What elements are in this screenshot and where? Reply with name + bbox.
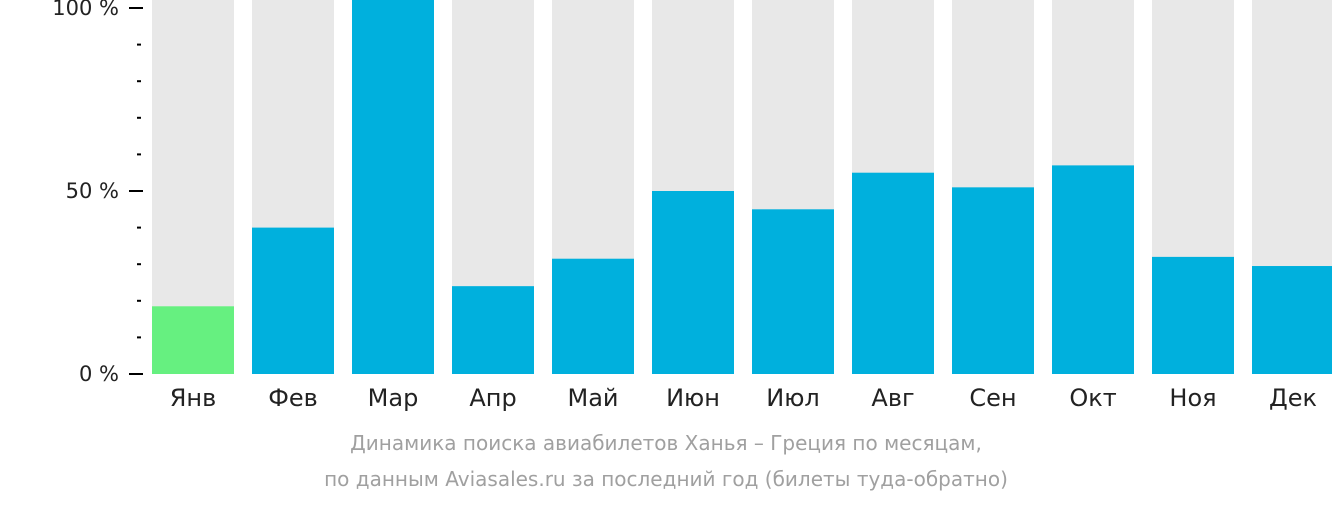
bar-5 xyxy=(552,258,634,374)
bar-7 xyxy=(752,209,834,374)
bar-10 xyxy=(1052,165,1134,374)
x-tick-label: Фев xyxy=(268,384,318,412)
x-tick-label: Дек xyxy=(1269,384,1317,412)
bar-4 xyxy=(452,286,534,374)
chart-caption-line2: по данным Aviasales.ru за последний год … xyxy=(324,467,1008,491)
x-tick-label: Янв xyxy=(170,384,217,412)
x-tick-label: Июн xyxy=(666,384,720,412)
x-tick-label: Сен xyxy=(969,384,1016,412)
bar-11 xyxy=(1152,256,1234,374)
x-tick-label: Мар xyxy=(368,384,419,412)
bar-2 xyxy=(252,227,334,374)
x-tick-label: Окт xyxy=(1069,384,1116,412)
bar-3 xyxy=(352,0,434,374)
bar-1 xyxy=(152,306,234,374)
bar-6 xyxy=(652,191,734,374)
bar-8 xyxy=(852,172,934,374)
y-tick-label: 0 % xyxy=(79,362,119,386)
x-tick-label: Июл xyxy=(766,384,820,412)
y-tick-label: 100 % xyxy=(52,0,119,20)
x-tick-label: Май xyxy=(567,384,618,412)
bar-12 xyxy=(1252,266,1332,374)
x-tick-label: Ноя xyxy=(1169,384,1216,412)
bar-9 xyxy=(952,187,1034,374)
x-tick-label: Авг xyxy=(871,384,914,412)
chart-caption-line1: Динамика поиска авиабилетов Ханья – Грец… xyxy=(350,431,982,455)
x-tick-label: Апр xyxy=(469,384,516,412)
y-tick-label: 50 % xyxy=(66,179,119,203)
